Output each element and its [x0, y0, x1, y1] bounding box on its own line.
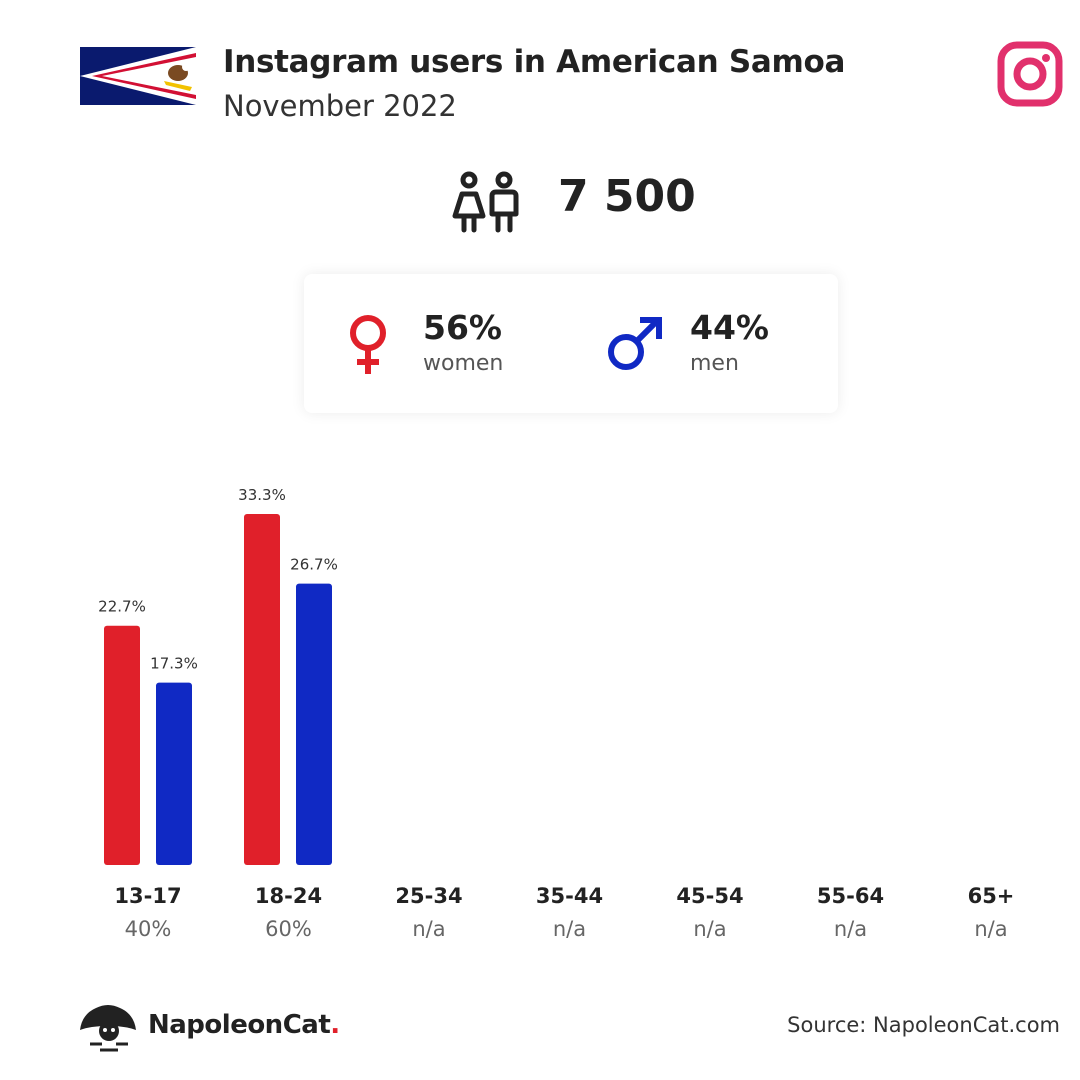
page-subtitle: November 2022: [223, 89, 457, 123]
age-group-label: 35-44: [535, 884, 604, 908]
age-group-share: 40%: [124, 917, 172, 941]
brand-dot: .: [330, 1010, 340, 1040]
women-label: women: [423, 351, 504, 376]
brand-name: NapoleonCat: [148, 1010, 331, 1040]
age-group-share: n/a: [552, 917, 587, 941]
bar-men-18-24: [296, 583, 332, 865]
bar-label-men-18-24: 26.7%: [290, 556, 338, 574]
american-samoa-flag: [80, 47, 196, 105]
men-label: men: [690, 351, 739, 376]
female-symbol-icon: [350, 315, 386, 374]
bar-label-women-18-24: 33.3%: [238, 486, 286, 504]
bar-women-18-24: [244, 514, 280, 865]
age-group-share: n/a: [833, 917, 868, 941]
napoleoncat-logo-icon: [80, 1005, 136, 1052]
bar-women-13-17: [104, 625, 140, 865]
users-icon: [452, 171, 519, 233]
bar-label-men-13-17: 17.3%: [150, 655, 198, 673]
total-users: 7 500: [558, 171, 696, 222]
age-group-label: 18-24: [254, 884, 323, 908]
male-symbol-icon: [608, 317, 662, 370]
gender-card: 56% women 44% men: [304, 274, 838, 413]
source-text: Source: NapoleonCat.com: [787, 1013, 1060, 1037]
age-gender-bar-chart: 22.7% 17.3% 33.3% 26.7%: [98, 486, 338, 865]
age-group-share: 60%: [265, 917, 312, 941]
bar-men-13-17: [156, 682, 192, 865]
women-percent: 56%: [423, 308, 502, 347]
age-group-label: 45-54: [676, 884, 744, 908]
men-percent: 44%: [690, 308, 769, 347]
napoleoncat-brand: NapoleonCat.: [148, 1010, 340, 1040]
age-group-label: 55-64: [816, 884, 885, 908]
bar-label-women-13-17: 22.7%: [98, 598, 146, 616]
instagram-icon: [997, 41, 1063, 107]
age-group-share: n/a: [974, 917, 1008, 941]
age-group-label: 13-17: [114, 884, 182, 908]
age-group-label: 65+: [967, 884, 1015, 908]
age-group-share: n/a: [412, 917, 446, 941]
age-group-share: n/a: [693, 917, 727, 941]
age-group-label: 25-34: [395, 884, 463, 908]
page-title: Instagram users in American Samoa: [223, 44, 846, 80]
